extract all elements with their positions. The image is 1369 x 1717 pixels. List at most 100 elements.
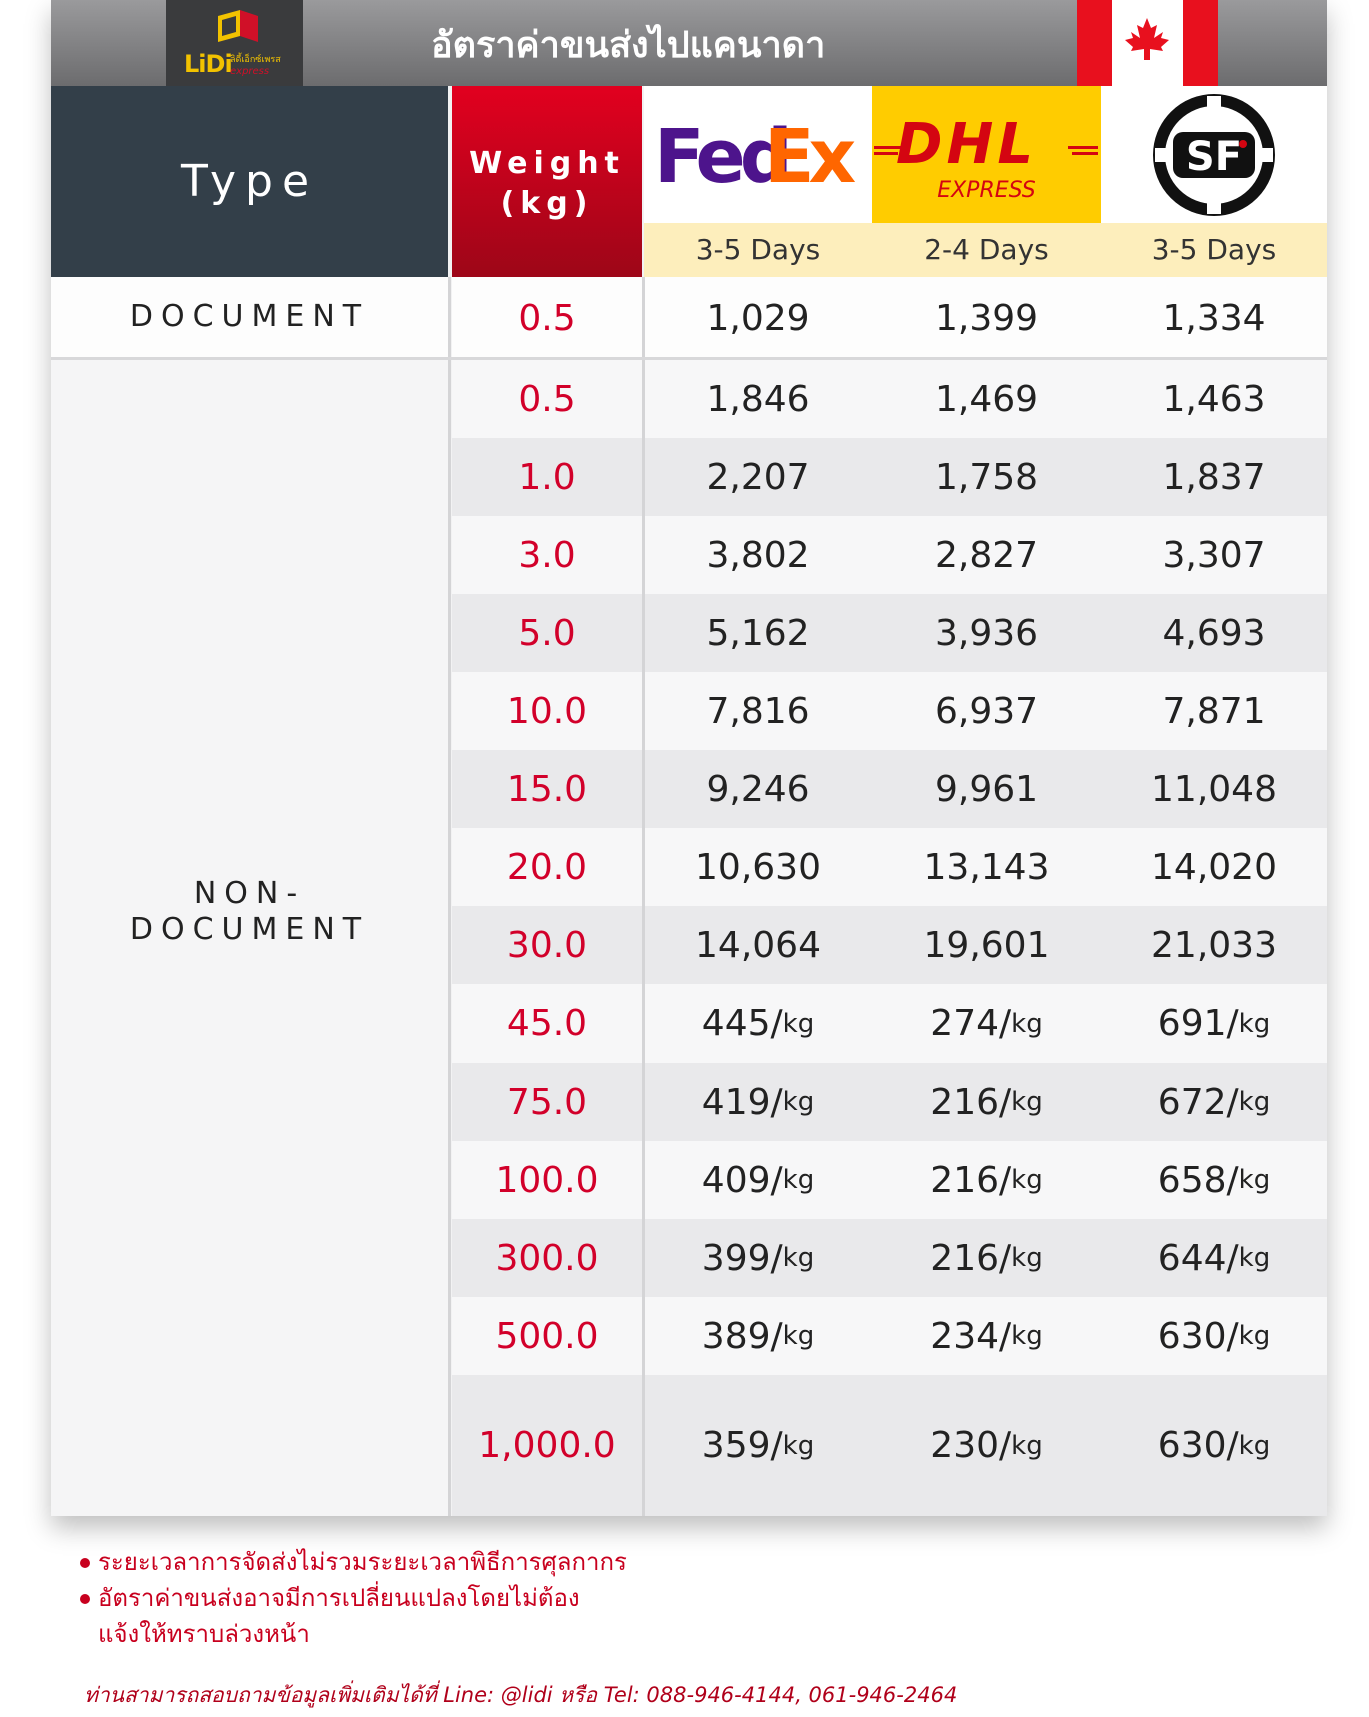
unit-label: kg: [782, 1243, 815, 1273]
weight-cell-value: 1,000.0: [478, 1425, 616, 1466]
contact-info: ท่านสามารถสอบถามข้อมูลเพิ่มเติมได้ที่ Li…: [84, 1683, 958, 1707]
sf-rate-cell: 14,020: [1101, 828, 1327, 906]
sf-rate-cell: 7,871: [1101, 672, 1327, 750]
sf-rate-cell-value: 672/: [1157, 1081, 1239, 1123]
fedex-rate-cell: 5,162: [644, 594, 872, 672]
sf-rate-cell: 11,048: [1101, 750, 1327, 828]
logo-subtext-en: express: [230, 66, 270, 77]
fedex-rate-cell: 445/kg: [644, 984, 872, 1063]
fedex-rate-cell: 1,029: [644, 277, 872, 360]
fedex-rate-cell: 7,816: [644, 672, 872, 750]
page-title: อัตราค่าขนส่งไปแคนาดา: [431, 25, 826, 66]
sf-logo-icon: SF: [1153, 94, 1275, 216]
fedex-logo: Fed Ex: [644, 86, 872, 223]
fedex-rate-cell: 9,246: [644, 750, 872, 828]
weight-cell-value: 100.0: [495, 1159, 599, 1201]
type-column-header: Type: [51, 86, 448, 277]
dhl-rate-cell: 216/kg: [872, 1063, 1101, 1141]
table-row: 1,000.0 359/kg 230/kg 630/kg: [452, 1375, 1327, 1516]
sf-rate-cell-value: 7,871: [1162, 690, 1266, 732]
table-row: 75.0 419/kg 216/kg 672/kg: [452, 1063, 1327, 1141]
fedex-rate-cell-value: 14,064: [695, 924, 821, 966]
weight-cell-value: 15.0: [506, 768, 588, 810]
fedex-rate-cell-value: 445/: [701, 1003, 783, 1044]
note-1: ระยะเวลาการจัดส่งไม่รวมระยะเวลาพิธีการศุ…: [80, 1542, 627, 1581]
sf-rate-cell: 691/kg: [1101, 984, 1327, 1063]
weight-cell-value: 10.0: [506, 690, 588, 732]
dhl-rate-cell-value: 6,937: [934, 690, 1039, 732]
dhl-express-text: EXPRESS: [937, 178, 1036, 203]
fedex-rate-cell: 389/kg: [644, 1297, 872, 1375]
weight-cell-value: 0.5: [518, 378, 576, 420]
weight-cell-value: 300.0: [495, 1237, 599, 1279]
document-rate-row: 0.5 1,029 1,399 1,334: [452, 277, 1327, 360]
dhl-speed-lines-icon: [874, 146, 1098, 155]
canada-flag-icon: [1077, 0, 1218, 86]
weight-cell-value: 45.0: [506, 1003, 588, 1044]
weight-cell: 1,000.0: [452, 1375, 642, 1516]
weight-cell: 45.0: [452, 984, 642, 1063]
dhl-rate-cell: 1,399: [872, 277, 1101, 360]
weight-cell: 30.0: [452, 906, 642, 984]
unit-label: kg: [1011, 1243, 1043, 1273]
sf-rate-cell: 672/kg: [1101, 1063, 1327, 1141]
table-row: 300.0 399/kg 216/kg 644/kg: [452, 1219, 1327, 1297]
fedex-delivery-days: 3-5 Days: [644, 223, 872, 277]
cube-logo-icon: [218, 10, 258, 42]
unit-label: kg: [1011, 1087, 1043, 1117]
unit-label: kg: [782, 1321, 815, 1351]
dhl-rate-cell-value: 216/: [930, 1081, 1012, 1123]
dhl-rate-cell-value: 216/: [930, 1159, 1012, 1201]
sf-rate-cell-value: 630/: [1157, 1425, 1239, 1466]
non-document-label-line2: DOCUMENT: [129, 912, 370, 947]
dhl-rate-cell: 19,601: [872, 906, 1101, 984]
unit-label: kg: [1011, 1165, 1043, 1195]
dhl-rate-cell-value: 274/: [930, 1003, 1012, 1044]
sf-rate-cell: 630/kg: [1101, 1375, 1327, 1516]
fedex-rate-cell: 2,207: [644, 438, 872, 516]
rate-table-card: LiDi ลิดี้เอ็กซ์เพรส express อัตราค่าขนส…: [51, 0, 1327, 1516]
weight-cell-value: 5.0: [518, 612, 576, 654]
dhl-rate-cell-value: 1,469: [934, 378, 1039, 420]
dhl-rate-cell-value: 2,827: [934, 534, 1039, 576]
dhl-rate-cell: 216/kg: [872, 1219, 1101, 1297]
sf-delivery-days: 3-5 Days: [1101, 223, 1327, 277]
fedex-rate-cell-value: 7,816: [706, 690, 810, 732]
dhl-rate-cell-value: 19,601: [923, 924, 1050, 966]
weight-cell-value: 0.5: [518, 298, 576, 339]
unit-label: kg: [1238, 1321, 1271, 1351]
sf-rate-cell-value: 3,307: [1162, 534, 1266, 576]
fedex-logo-fed: Fed: [654, 114, 793, 200]
weight-cell-value: 3.0: [518, 534, 576, 576]
dhl-rate-cell-value: 230/: [930, 1425, 1012, 1466]
weight-cell: 75.0: [452, 1063, 642, 1141]
note-2: อัตราค่าขนส่งอาจมีการเปลี่ยนแปลงโดยไม่ต้…: [80, 1578, 580, 1617]
unit-label: kg: [1238, 1165, 1271, 1195]
table-row: 3.0 3,802 2,827 3,307: [452, 516, 1327, 594]
dhl-rate-cell-value: 13,143: [923, 846, 1050, 888]
unit-label: kg: [1011, 1430, 1043, 1461]
table-row: 100.0 409/kg 216/kg 658/kg: [452, 1141, 1327, 1219]
fedex-rate-cell-value: 10,630: [695, 846, 821, 888]
unit-label: kg: [1238, 1430, 1271, 1461]
sf-rate-cell-value: 691/: [1157, 1003, 1239, 1044]
sf-rate-cell: 1,463: [1101, 360, 1327, 438]
sf-express-logo: SF: [1101, 86, 1327, 223]
sf-rate-cell: 21,033: [1101, 906, 1327, 984]
sf-rate-cell: 658/kg: [1101, 1141, 1327, 1219]
fedex-rate-cell: 10,630: [644, 828, 872, 906]
fedex-rate-cell-value: 1,846: [706, 378, 810, 420]
weight-cell-value: 500.0: [495, 1315, 599, 1357]
note-2-text: อัตราค่าขนส่งอาจมีการเปลี่ยนแปลงโดยไม่ต้…: [98, 1584, 580, 1612]
table-row: 5.0 5,162 3,936 4,693: [452, 594, 1327, 672]
sf-rate-cell: 630/kg: [1101, 1297, 1327, 1375]
fedex-rate-cell-value: 359/: [701, 1425, 783, 1466]
weight-cell: 0.5: [452, 360, 642, 438]
fedex-rate-cell-value: 2,207: [706, 456, 810, 498]
weight-header-label: Weight: [469, 146, 625, 181]
dhl-rate-cell-value: 1,758: [934, 456, 1039, 498]
sf-rate-cell: 644/kg: [1101, 1219, 1327, 1297]
fedex-rate-cell: 359/kg: [644, 1375, 872, 1516]
dhl-rate-cell: 274/kg: [872, 984, 1101, 1063]
fedex-rate-cell-value: 389/: [701, 1315, 783, 1357]
